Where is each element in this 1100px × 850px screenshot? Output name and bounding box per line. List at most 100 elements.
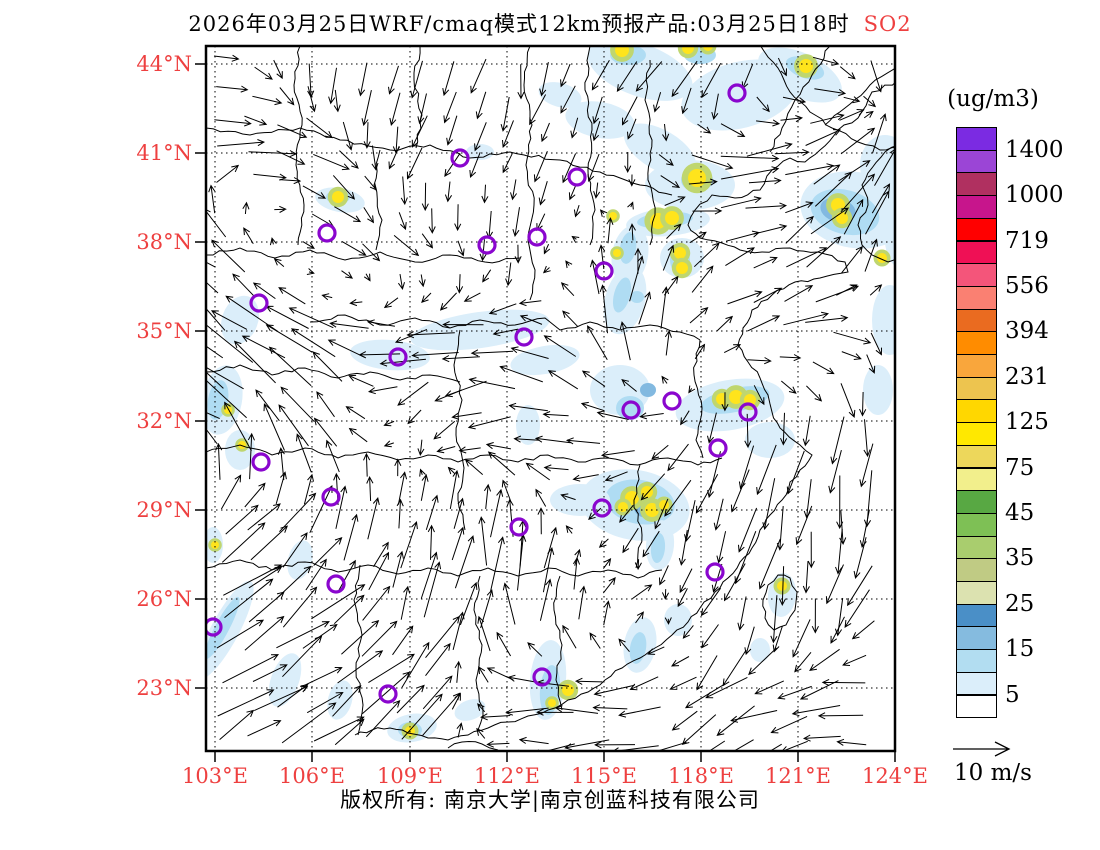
wind-arrow: [250, 525, 289, 561]
wind-arrow: [599, 284, 608, 334]
boundary-line: [206, 247, 521, 264]
wind-arrow: [602, 577, 616, 594]
wind-arrow: [341, 270, 354, 279]
wind-arrow: [423, 561, 442, 618]
city-marker: [592, 498, 612, 518]
wind-arrow: [721, 166, 780, 180]
wind-arrow: [396, 498, 404, 529]
wind-arrow: [512, 207, 520, 238]
wind-arrow: [479, 239, 487, 262]
wind-arrow: [233, 340, 276, 384]
so2-hotspots: [208, 46, 891, 740]
so2-patch: [745, 422, 795, 458]
wind-arrow: [581, 370, 606, 387]
wind-arrow: [216, 164, 240, 183]
boundary-line: [354, 81, 895, 741]
wind-arrow: [689, 307, 709, 324]
wind-arrow: [601, 450, 635, 459]
boundary-line: [644, 59, 656, 246]
so2-patch: [327, 680, 353, 720]
wind-arrow: [388, 65, 399, 95]
wind-arrow: [814, 171, 853, 207]
colorbar-box: [956, 558, 997, 582]
wind-arrow: [604, 471, 628, 482]
wind-arrow: [361, 620, 398, 657]
wind-arrow: [206, 261, 216, 268]
wind-arrow: [705, 676, 748, 699]
colorbar-box: [956, 354, 997, 378]
wind-arrow: [632, 584, 653, 600]
hotspot-core: [665, 211, 679, 225]
wind-arrow: [446, 115, 458, 146]
wind-arrow: [744, 626, 755, 656]
wind-arrow: [589, 632, 601, 649]
wind-arrow: [213, 54, 240, 62]
boundary-line: [293, 46, 305, 246]
boundary-line: [353, 564, 364, 736]
wind-arrow: [420, 551, 438, 599]
wind-arrow: [206, 371, 224, 389]
so2-patch: [221, 295, 259, 345]
wind-arrow: [280, 386, 315, 423]
wind-arrow: [282, 586, 318, 628]
wind-arrow: [618, 638, 630, 653]
wind-arrow: [539, 61, 549, 97]
wind-arrow: [389, 92, 401, 126]
wind-arrow: [638, 291, 652, 325]
colorbar-tick-label: 1000: [1005, 182, 1064, 209]
wind-arrow: [543, 464, 569, 472]
wind-arrow: [468, 377, 516, 390]
colorbar-box: [956, 626, 997, 651]
wind-arrow: [661, 375, 669, 384]
wind-arrow: [252, 282, 276, 300]
wind-arrow: [716, 705, 755, 736]
wind-arrow: [778, 566, 787, 607]
wind-arrow: [401, 693, 443, 740]
wind-arrow: [810, 207, 850, 235]
wind-arrow: [337, 650, 384, 684]
wind-arrow: [368, 653, 415, 684]
wind-arrow: [345, 406, 366, 420]
wind-arrow: [627, 118, 637, 140]
wind-arrow: [622, 527, 639, 554]
wind-arrow: [278, 287, 306, 305]
city-marker: [509, 517, 529, 537]
wind-arrow: [713, 498, 724, 531]
wind-arrow: [562, 624, 577, 649]
wind-arrow: [488, 303, 517, 315]
wind-arrow: [482, 269, 492, 283]
wind-arrow: [805, 314, 849, 323]
wind-arrow: [841, 245, 863, 274]
title-species: SO2: [863, 12, 912, 36]
wind-arrow: [814, 88, 847, 97]
city-marker: [514, 327, 534, 347]
wind-arrow: [678, 529, 688, 566]
wind-arrow: [565, 525, 573, 534]
wind-arrow: [442, 61, 455, 97]
wind-arrow: [859, 391, 867, 417]
wind-arrow: [834, 597, 844, 637]
wind-arrow: [863, 110, 874, 119]
wind-arrow: [802, 415, 811, 447]
colorbar-box: [956, 444, 997, 469]
wind-arrow: [591, 60, 610, 91]
wind-arrow: [592, 120, 601, 142]
boundary-line: [760, 46, 895, 151]
wind-arrow: [219, 709, 255, 740]
wind-arrow: [654, 498, 669, 530]
wind-arrow: [305, 558, 327, 591]
wind-arrow: [840, 127, 876, 155]
colorbar-box: [956, 263, 997, 287]
wind-arrow: [621, 96, 638, 126]
wind-arrow: [785, 201, 814, 214]
wind-arrow: [653, 92, 662, 113]
wind-arrow: [754, 680, 785, 695]
wind-arrow: [206, 345, 224, 359]
wind-arrow: [278, 404, 309, 447]
wind-arrow: [242, 201, 250, 215]
wind-arrow: [580, 401, 605, 412]
wind-arrow: [841, 351, 862, 360]
colorbar-box: [956, 285, 997, 310]
wind-arrow: [839, 66, 856, 80]
